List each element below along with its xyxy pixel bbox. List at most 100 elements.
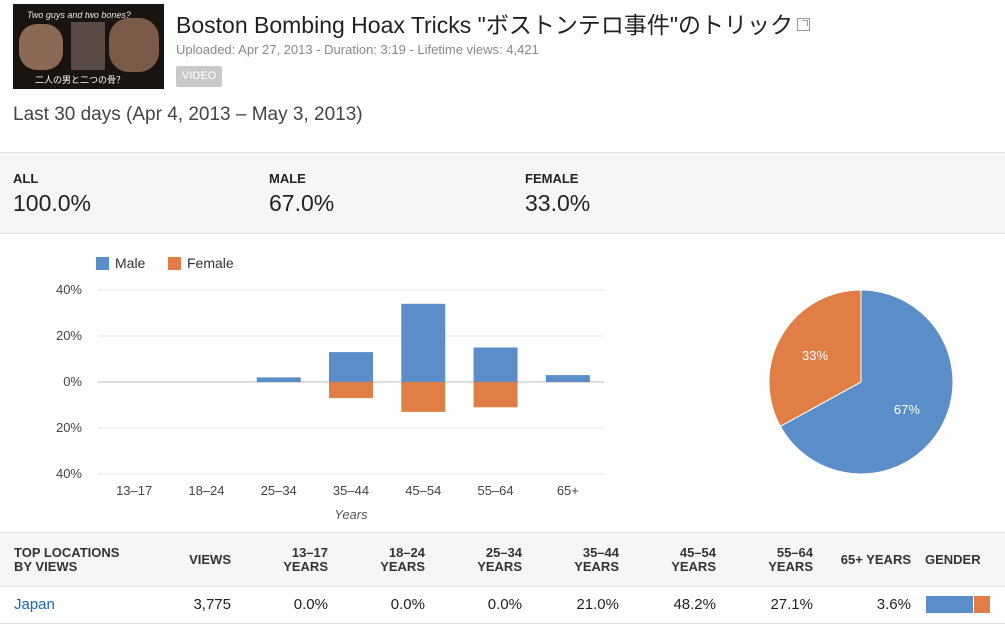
column-header[interactable]: 18–24 YEARS: [345, 546, 425, 574]
column-header-line: 55–64: [776, 545, 813, 560]
gender-bar: [926, 596, 990, 613]
y-tick-label: 20%: [56, 420, 82, 435]
external-link-icon[interactable]: [797, 18, 811, 31]
video-title[interactable]: Boston Bombing Hoax Tricks "ボストンテロ事件"のトリ…: [176, 6, 811, 40]
age-percent-cell: 21.0%: [576, 596, 619, 613]
thumbnail-caption: 二人の男と二つの骨？: [35, 75, 126, 85]
video-type-badge: VIDEO: [176, 66, 223, 87]
age-percent-cell: 0.0%: [293, 596, 328, 613]
summary-label: ALL: [13, 171, 39, 186]
column-header-line: YEARS: [768, 559, 813, 574]
bar-female: [329, 382, 373, 399]
summary-label: FEMALE: [525, 171, 579, 186]
thumbnail-face-image: [19, 24, 63, 70]
summary-label: MALE: [269, 171, 306, 186]
meta-separator: -: [405, 42, 418, 57]
location-link[interactable]: Japan: [14, 596, 55, 613]
bar-male: [329, 352, 373, 382]
age-percent-cell: 0.0%: [487, 596, 522, 613]
y-tick-label: 0%: [63, 374, 82, 389]
column-header[interactable]: 55–64 YEARS: [733, 546, 813, 574]
column-header-line: YEARS: [283, 559, 328, 574]
thumbnail-caption: Two guys and two bones?: [27, 10, 131, 20]
column-header-line: YEARS: [671, 559, 716, 574]
column-header-line: 25–34: [485, 545, 522, 560]
column-header[interactable]: 35–44 YEARS: [539, 546, 619, 574]
column-header[interactable]: VIEWS: [151, 553, 231, 567]
column-header-line: 13–17: [291, 545, 328, 560]
bar-female: [473, 382, 518, 408]
pie-slice-male: [779, 289, 954, 475]
column-header[interactable]: 25–34 YEARS: [442, 546, 522, 574]
gender-pie-chart: 67% 33%: [768, 289, 954, 475]
column-header-line: VIEWS: [189, 552, 231, 567]
bar-male: [256, 377, 301, 382]
date-range-label: Last 30 days (Apr 4, 2013 – May 3, 2013): [13, 104, 363, 125]
x-tick-label: 65+: [557, 483, 579, 498]
summary-female: FEMALE 33.0%: [525, 171, 590, 217]
column-header-line: 35–44: [582, 545, 619, 560]
pie-slice-label: 67%: [894, 402, 920, 417]
age-percent-cell: 27.1%: [770, 596, 813, 613]
bar-male: [545, 375, 590, 382]
pie-slice-label: 33%: [802, 348, 828, 363]
table-header: TOP LOCATIONS BY VIEWS VIEWS 13–17 YEARS 18–2…: [0, 532, 1005, 587]
y-tick-label: 40%: [56, 466, 82, 481]
x-tick-label: 45–54: [405, 483, 441, 498]
column-header[interactable]: 13–17 YEARS: [248, 546, 328, 574]
column-header-line: 65+ YEARS: [840, 552, 911, 567]
x-tick-label: 18–24: [188, 483, 224, 498]
views-cell: 3,775: [193, 596, 231, 613]
bar-male: [473, 347, 518, 382]
meta-separator: -: [312, 42, 325, 57]
video-title-text[interactable]: Boston Bombing Hoax Tricks "ボストンテロ事件"のトリ…: [176, 12, 794, 38]
demographics-charts: 40% 20% 0% 20% 40% Male Female 13–17 18–24 25–34 3…: [0, 240, 1005, 530]
x-axis-title: Years: [334, 507, 368, 522]
column-header-line: YEARS: [477, 559, 522, 574]
y-tick-label: 20%: [56, 328, 82, 343]
column-header[interactable]: GENDER: [925, 553, 981, 567]
x-tick-label: 55–64: [477, 483, 513, 498]
column-header-line: GENDER: [925, 552, 981, 567]
video-meta: Uploaded: Apr 27, 2013 - Duration: 3:19 …: [176, 42, 539, 57]
upload-date: Uploaded: Apr 27, 2013: [176, 42, 313, 57]
thumbnail-face-image: [109, 18, 159, 72]
video-thumbnail[interactable]: Two guys and two bones? 二人の男と二つの骨？: [13, 4, 164, 89]
column-header-line: BY VIEWS: [14, 559, 78, 574]
gender-bar-female: [974, 596, 990, 613]
column-header-line: YEARS: [380, 559, 425, 574]
summary-value: 33.0%: [525, 190, 591, 216]
column-header[interactable]: TOP LOCATIONS BY VIEWS: [14, 546, 119, 574]
thumbnail-photo-image: [71, 22, 105, 70]
x-tick-label: 13–17: [116, 483, 152, 498]
age-gender-bar-chart: 40% 20% 0% 20% 40% Male Female 13–17 18–24 25–34 3…: [56, 255, 604, 522]
legend-label: Male: [115, 255, 146, 271]
x-tick-label: 25–34: [261, 483, 297, 498]
legend-label: Female: [187, 255, 234, 271]
summary-male: MALE 67.0%: [269, 171, 334, 217]
bar-male: [401, 303, 446, 382]
x-tick-label: 35–44: [333, 483, 369, 498]
video-header: Two guys and two bones? 二人の男と二つの骨？ Bosto…: [13, 4, 993, 92]
gender-bar-male: [926, 596, 974, 613]
column-header-line: YEARS: [574, 559, 619, 574]
age-percent-cell: 3.6%: [876, 596, 911, 613]
pie-slice-female: [768, 289, 862, 428]
duration: Duration: 3:19: [324, 42, 406, 57]
column-header-line: TOP LOCATIONS: [14, 545, 120, 560]
age-percent-cell: 48.2%: [673, 596, 716, 613]
table-row: Japan 3,775 0.0% 0.0% 0.0% 21.0% 48.2% 27.1% 3.6…: [0, 587, 1005, 624]
summary-value: 100.0%: [13, 190, 92, 216]
age-percent-cell: 0.0%: [390, 596, 425, 613]
y-tick-label: 40%: [56, 282, 82, 297]
lifetime-views: Lifetime views: 4,421: [417, 42, 539, 57]
column-header-line: 18–24: [388, 545, 425, 560]
legend-swatch: [168, 257, 181, 270]
bar-female: [401, 382, 446, 412]
summary-all: ALL 100.0%: [13, 171, 91, 217]
column-header[interactable]: 65+ YEARS: [811, 553, 911, 567]
gender-summary: ALL 100.0% MALE 67.0% FEMALE 33.0%: [0, 152, 1005, 234]
column-header[interactable]: 45–54 YEARS: [636, 546, 716, 574]
column-header-line: 45–54: [679, 545, 716, 560]
summary-value: 67.0%: [269, 190, 335, 216]
